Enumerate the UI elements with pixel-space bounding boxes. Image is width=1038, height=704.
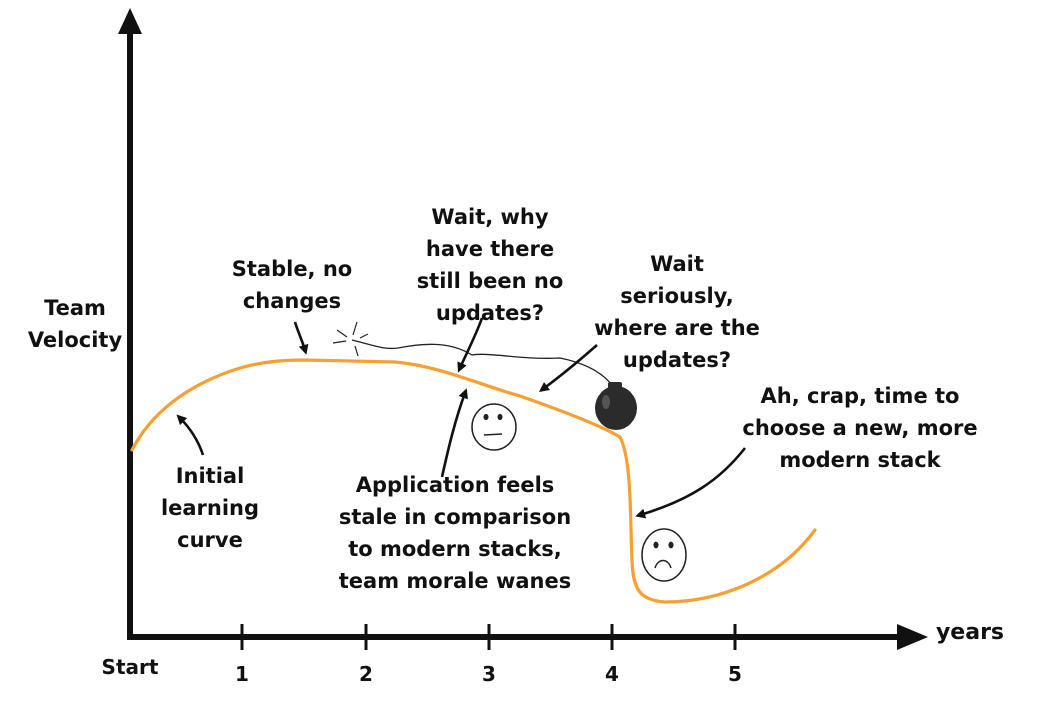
arrow-initial-curve <box>176 414 205 456</box>
y-axis-label: Team Velocity <box>27 296 123 352</box>
arrow-application-stale <box>440 388 468 478</box>
y-axis-arrowhead <box>118 8 142 34</box>
tick-label-4: 4 <box>605 662 619 686</box>
annotation-wait-why: Wait, why have there still been no updat… <box>416 205 564 325</box>
arrow-stable <box>293 321 309 355</box>
arrow-ah-crap <box>635 447 747 519</box>
annotation-initial-learning-curve: Initial learning curve <box>160 464 260 552</box>
bomb-fuse <box>351 339 613 386</box>
tick-label-1: 1 <box>235 662 249 686</box>
annotation-wait-seriously: Wait seriously, where are the updates? <box>594 252 760 372</box>
annotation-stable-no-changes: Stable, no changes <box>231 257 353 313</box>
origin-label: Start <box>101 655 159 679</box>
tick-label-2: 2 <box>359 662 373 686</box>
arrow-wait-why <box>457 317 484 373</box>
x-ticks <box>240 624 737 650</box>
tick-label-5: 5 <box>728 662 742 686</box>
neutral-face-icon <box>471 403 517 451</box>
annotation-ah-crap: Ah, crap, time to choose a new, more mod… <box>742 384 978 472</box>
x-axis-label: years <box>935 620 1005 645</box>
velocity-curve <box>130 358 817 604</box>
bomb-icon <box>595 382 637 430</box>
x-axis-arrowhead <box>897 624 928 650</box>
arrow-wait-seriously <box>538 344 598 392</box>
sad-face-icon <box>641 528 687 582</box>
annotation-application-stale: Application feels stale in comparison to… <box>338 473 572 593</box>
fuse-spark-icon <box>332 321 369 357</box>
tick-label-3: 3 <box>482 662 496 686</box>
